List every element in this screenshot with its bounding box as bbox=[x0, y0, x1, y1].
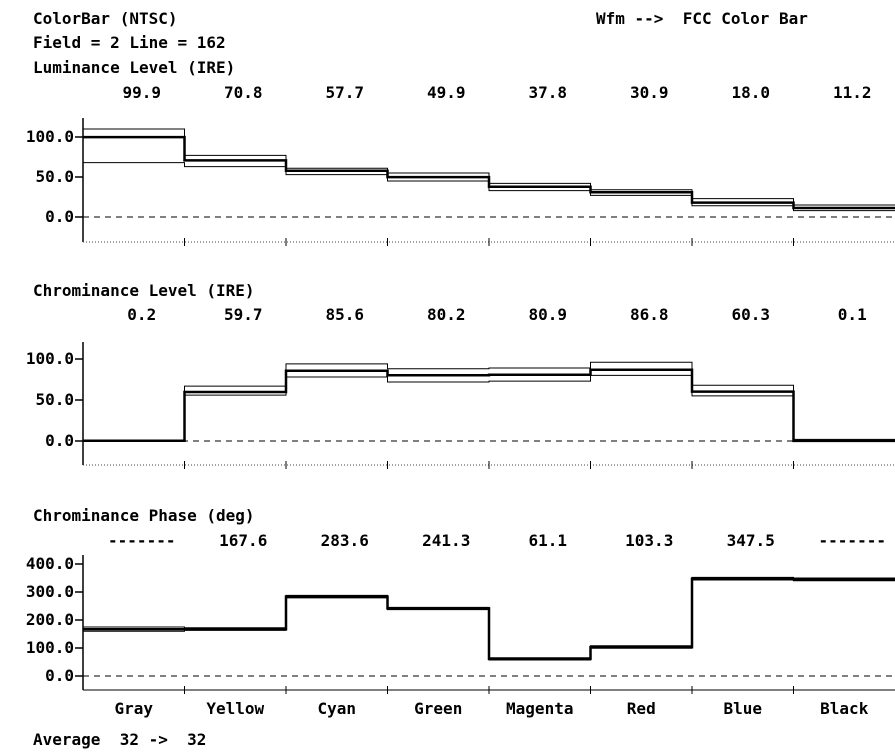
chart-title: ColorBar (NTSC) bbox=[33, 9, 178, 28]
y-tick-label: 100.0 bbox=[26, 127, 74, 146]
value-label: 347.5 bbox=[727, 531, 775, 550]
y-tick-label: 0.0 bbox=[45, 431, 74, 450]
value-label: 18.0 bbox=[731, 83, 770, 102]
value-label: 99.9 bbox=[122, 83, 161, 102]
x-category-label: Green bbox=[414, 699, 462, 718]
value-label: 37.8 bbox=[528, 83, 567, 102]
value-label: 60.3 bbox=[731, 305, 770, 324]
value-label: 30.9 bbox=[630, 83, 669, 102]
field-line-label: Field = 2 Line = 162 bbox=[33, 33, 226, 52]
chrominance-level-title: Chrominance Level (IRE) bbox=[33, 281, 255, 300]
value-label: 167.6 bbox=[219, 531, 267, 550]
value-label: 241.3 bbox=[422, 531, 470, 550]
measured-trace bbox=[83, 368, 895, 443]
value-label: 103.3 bbox=[625, 531, 673, 550]
x-category-label: Black bbox=[820, 699, 869, 718]
value-label: 0.2 bbox=[127, 305, 156, 324]
y-tick-label: 300.0 bbox=[26, 582, 74, 601]
measured-trace bbox=[83, 135, 895, 210]
y-tick-label: 0.0 bbox=[45, 666, 74, 685]
x-category-label: Gray bbox=[114, 699, 153, 718]
upper-limit-line bbox=[83, 361, 895, 441]
value-label: 49.9 bbox=[427, 83, 466, 102]
y-tick-label: 0.0 bbox=[45, 207, 74, 226]
x-category-label: Red bbox=[627, 699, 656, 718]
y-tick-label: 50.0 bbox=[35, 167, 74, 186]
value-label: ------- bbox=[108, 531, 175, 550]
y-tick-label: 100.0 bbox=[26, 638, 74, 657]
y-tick-label: 200.0 bbox=[26, 610, 74, 629]
luminance-title: Luminance Level (IRE) bbox=[33, 58, 236, 77]
measured-trace bbox=[83, 577, 895, 661]
y-tick-label: 100.0 bbox=[26, 349, 74, 368]
value-label: 11.2 bbox=[833, 83, 872, 102]
y-tick-label: 400.0 bbox=[26, 554, 74, 573]
value-label: 283.6 bbox=[321, 531, 369, 550]
value-label: 85.6 bbox=[325, 305, 364, 324]
x-category-label: Magenta bbox=[506, 699, 573, 718]
x-category-label: Blue bbox=[723, 699, 762, 718]
chrominance-phase-title: Chrominance Phase (deg) bbox=[33, 506, 255, 525]
x-category-label: Yellow bbox=[206, 699, 264, 718]
value-label: 59.7 bbox=[224, 305, 263, 324]
value-label: 80.9 bbox=[528, 305, 567, 324]
value-label: ------- bbox=[819, 531, 886, 550]
value-label: 0.1 bbox=[838, 305, 867, 324]
x-category-label: Cyan bbox=[317, 699, 356, 718]
value-label: 80.2 bbox=[427, 305, 466, 324]
average-readout: Average 32 -> 32 bbox=[33, 730, 207, 749]
value-label: 61.1 bbox=[528, 531, 567, 550]
value-label: 70.8 bbox=[224, 83, 263, 102]
value-label: 57.7 bbox=[325, 83, 364, 102]
waveform-standard-label: Wfm --> FCC Color Bar bbox=[596, 9, 808, 28]
y-tick-label: 50.0 bbox=[35, 390, 74, 409]
value-label: 86.8 bbox=[630, 305, 669, 324]
lower-limit-line bbox=[83, 374, 895, 442]
